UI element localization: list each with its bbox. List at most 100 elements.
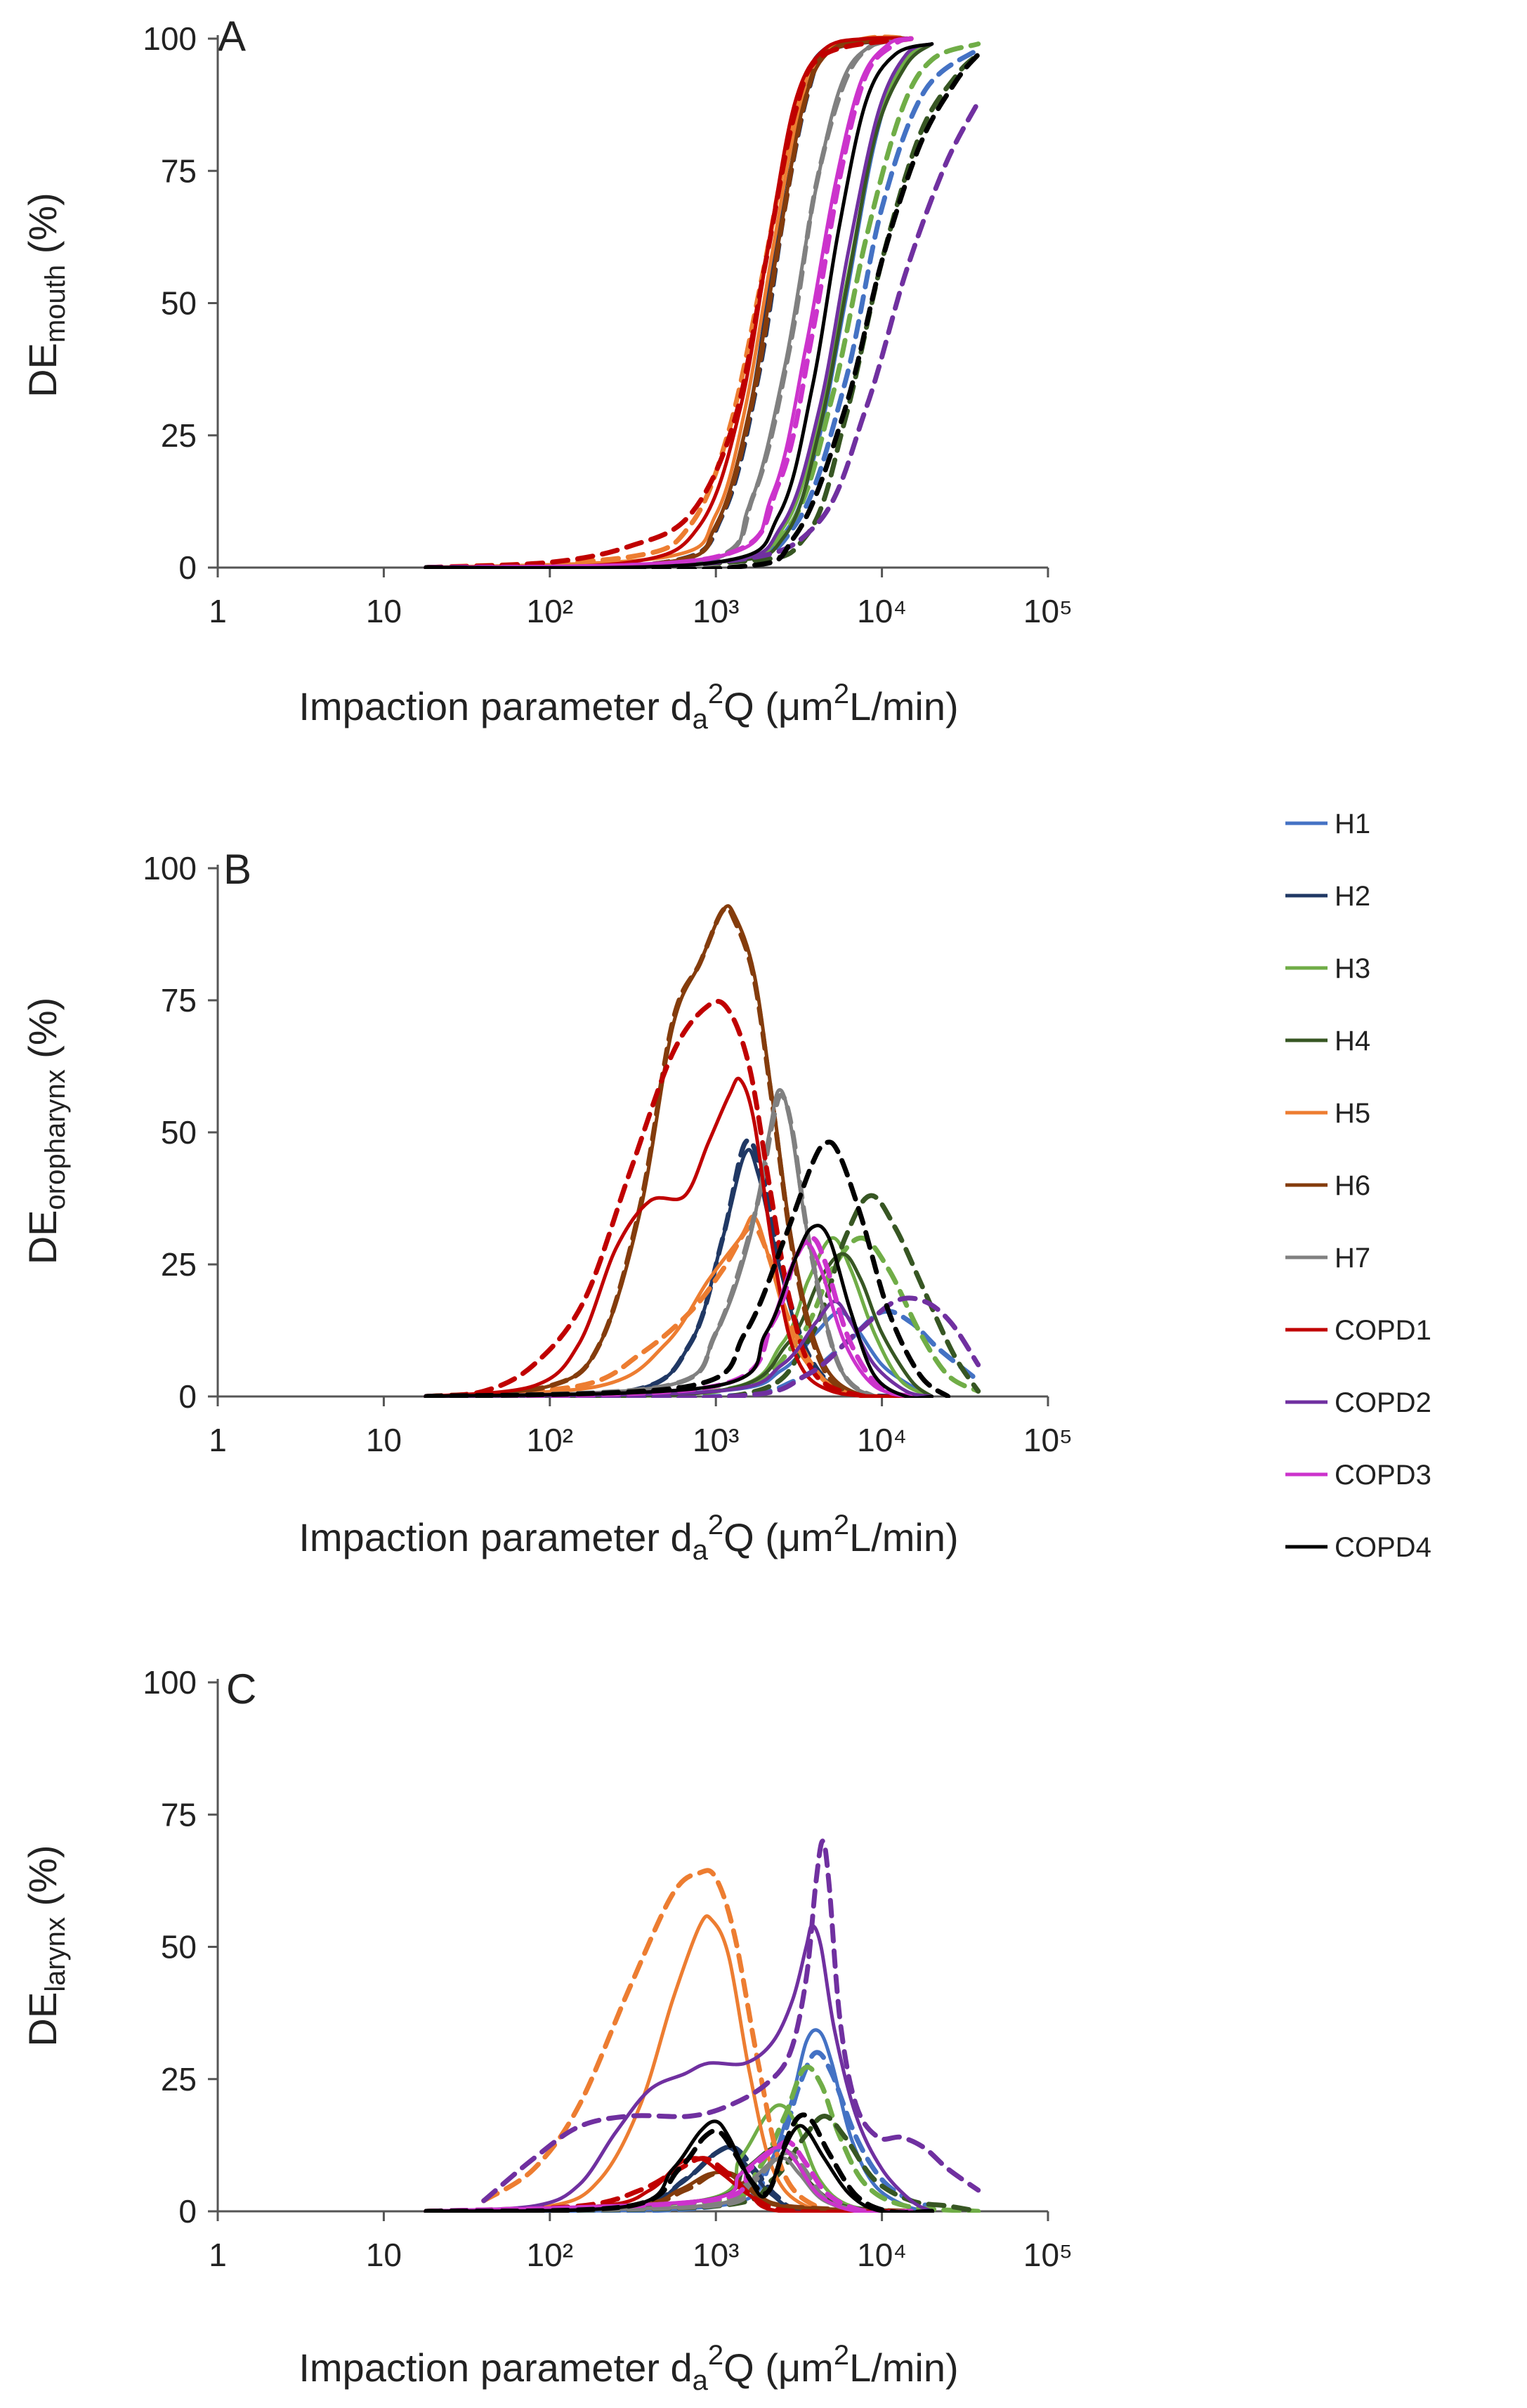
panel-b-xlabel: Impaction parameter d	[299, 1515, 692, 1559]
series-line-copd2-solid	[424, 1300, 934, 1398]
panel-b-ylabel-sub: oropharynx	[40, 1069, 71, 1210]
x-tick-label: 10³	[693, 2237, 739, 2273]
y-tick-label: 50	[161, 1114, 197, 1151]
legend-label-h4: H4	[1335, 1026, 1370, 1056]
panel-b-ylabel-main: DE	[20, 1210, 65, 1264]
y-tick-label: 25	[161, 1246, 197, 1283]
x-tick-label: 10⁴	[857, 593, 907, 629]
panel-b-x-axis-title: Impaction parameter da2Q (μm2L/min)	[299, 1510, 958, 1566]
series-line-h7-dashed	[424, 1092, 914, 1398]
y-tick-label: 25	[161, 417, 197, 454]
panel-a-xlabel: Impaction parameter d	[299, 684, 692, 728]
x-tick-label: 10⁵	[1023, 593, 1073, 629]
series-line-h4-solid	[424, 42, 934, 569]
panel-b-xlabel-end: L/min)	[849, 1515, 959, 1559]
svg-text:DEmouth (%): DEmouth (%)	[20, 192, 71, 398]
y-tick-label: 0	[178, 2193, 197, 2230]
panel-a-ylabel-sub: mouth	[40, 265, 71, 343]
series-line-h3-dashed	[424, 41, 981, 569]
panel-c-series-group	[424, 1838, 981, 2213]
y-tick-label: 50	[161, 1929, 197, 1965]
svg-text:Impaction parameter da2Q (μm2L: Impaction parameter da2Q (μm2L/min)	[299, 2340, 958, 2396]
panel-c-letter: C	[226, 1666, 256, 1713]
series-line-h3-solid	[424, 1236, 934, 1398]
y-tick-label: 75	[161, 982, 197, 1019]
panel-a-xlabel-tail: Q (μm	[723, 684, 834, 728]
panel-b-letter: B	[223, 846, 251, 893]
legend-label-h6: H6	[1335, 1170, 1370, 1201]
legend-label-h1: H1	[1335, 809, 1370, 839]
series-line-h6-dashed	[424, 905, 914, 1398]
y-tick-label: 75	[161, 152, 197, 189]
legend-label-copd4: COPD4	[1335, 1532, 1431, 1563]
svg-text:Impaction parameter da2Q (μm2L: Impaction parameter da2Q (μm2L/min)	[299, 1510, 958, 1566]
series-line-copd3-dashed	[424, 36, 914, 569]
legend-label-h3: H3	[1335, 953, 1370, 984]
legend-label-copd3: COPD3	[1335, 1460, 1431, 1491]
panel-c-y-axis-title: DElarynx (%)	[20, 1845, 71, 2046]
panel-b-xlabel-tail: Q (μm	[723, 1515, 834, 1559]
panel-c-ylabel-tail: (%)	[20, 1845, 65, 1917]
series-line-copd4-dashed	[424, 52, 981, 569]
panel-a-x-axis-title: Impaction parameter da2Q (μm2L/min)	[299, 679, 958, 735]
series-line-h3-solid	[424, 42, 934, 569]
panel-a-ylabel-tail: (%)	[20, 192, 65, 265]
panel-b-xlabel-sub: a	[693, 1535, 709, 1566]
x-tick-label: 10	[366, 1422, 402, 1458]
series-line-h4-dashed	[424, 1193, 981, 1398]
panel-a-letter: A	[218, 13, 246, 60]
series-line-copd1-dashed	[424, 36, 914, 569]
series-line-h1-solid	[424, 42, 934, 569]
y-tick-label: 100	[143, 1664, 197, 1701]
series-line-copd2-solid	[424, 1923, 934, 2213]
x-tick-label: 10⁵	[1023, 1422, 1073, 1458]
panel-a-xlabel-sup2: 2	[834, 679, 849, 709]
x-tick-label: 10²	[527, 2237, 573, 2273]
panel-c-ylabel-main: DE	[20, 1992, 65, 2047]
svg-text:DEoropharynx (%): DEoropharynx (%)	[20, 997, 71, 1265]
series-line-copd1-dashed	[424, 999, 914, 1398]
legend-label-h2: H2	[1335, 881, 1370, 912]
panel-c-xlabel-sup: 2	[708, 2340, 723, 2371]
panel-c-xlabel-sup2: 2	[834, 2340, 849, 2371]
panel-c-xlabel-sub: a	[693, 2365, 709, 2396]
panel-a-xlabel-sub: a	[693, 704, 709, 735]
panel-a: A DEmouth (%) Impaction parameter da2Q (…	[20, 13, 1073, 735]
panel-a-xlabel-end: L/min)	[849, 684, 959, 728]
panel-c-xlabel: Impaction parameter d	[299, 2345, 692, 2390]
series-line-copd4-solid	[424, 42, 934, 569]
x-tick-label: 10³	[693, 593, 739, 629]
series-line-copd1-solid	[424, 1076, 913, 1398]
x-tick-label: 1	[209, 2237, 227, 2273]
y-tick-label: 100	[143, 20, 197, 57]
panel-a-series-group	[424, 34, 981, 569]
series-line-h5-dashed	[481, 1868, 914, 2213]
legend-label-copd1: COPD1	[1335, 1315, 1431, 1346]
svg-text:Impaction parameter da2Q (μm2L: Impaction parameter da2Q (μm2L/min)	[299, 679, 958, 735]
series-line-copd4-dashed	[424, 2112, 935, 2213]
y-tick-label: 0	[178, 1378, 197, 1415]
svg-text:DElarynx (%): DElarynx (%)	[20, 1845, 71, 2046]
panel-c-ylabel-sub: larynx	[40, 1917, 71, 1992]
x-tick-label: 1	[209, 593, 227, 629]
panel-b-xlabel-sup: 2	[708, 1510, 723, 1540]
x-tick-label: 10	[366, 2237, 402, 2273]
x-tick-label: 1	[209, 1422, 227, 1458]
panel-a-xlabel-sup: 2	[708, 679, 723, 709]
panel-c-xlabel-tail: Q (μm	[723, 2345, 834, 2390]
panel-b: B DEoropharynx (%) Impaction parameter d…	[20, 846, 1073, 1566]
x-tick-label: 10²	[527, 1422, 573, 1458]
y-tick-label: 100	[143, 850, 197, 886]
panel-a-ylabel-main: DE	[20, 343, 65, 398]
panel-c-xlabel-end: L/min)	[849, 2345, 959, 2390]
y-tick-label: 75	[161, 1796, 197, 1833]
x-tick-label: 10⁵	[1023, 2237, 1073, 2273]
series-line-h5-solid	[424, 1914, 913, 2213]
legend-label-copd2: COPD2	[1335, 1387, 1431, 1418]
panel-c: C DElarynx (%) Impaction parameter da2Q …	[20, 1664, 1073, 2396]
series-line-copd2-solid	[424, 42, 934, 569]
panel-b-ylabel-tail: (%)	[20, 997, 65, 1070]
series-line-copd4-dashed	[424, 1139, 951, 1398]
y-tick-label: 50	[161, 285, 197, 322]
